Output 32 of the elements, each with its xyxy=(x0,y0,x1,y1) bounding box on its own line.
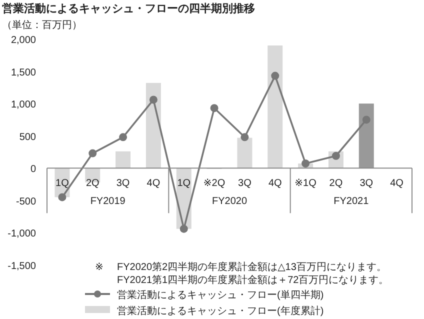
x-tick-label: 4Q xyxy=(390,178,404,190)
legend-item: 営業活動によるキャッシュ・フロー(単四半期) xyxy=(85,290,324,301)
y-tick-label: 500 xyxy=(19,132,36,143)
legend-label: 営業活動によるキャッシュ・フロー(単四半期) xyxy=(117,289,324,301)
x-tick-label: 3Q xyxy=(238,178,252,190)
x-tick-label: 4Q xyxy=(146,178,160,190)
text: FY2021第1四半期の年度累計金額は＋72百万円になります。 xyxy=(117,274,389,286)
x-tick-label: 1Q xyxy=(56,178,70,190)
chart-title: 営業活動によるキャッシュ・フローの四半期別推移 xyxy=(2,2,255,15)
annotation: FY2020第2四半期の年度累計金額は△13百万円になります。 xyxy=(117,261,386,273)
annotation: FY2021 xyxy=(334,196,370,208)
annotation: FY2020 xyxy=(212,196,248,208)
y-tick-label: -1,500 xyxy=(8,261,36,272)
x-tick-label: 4Q xyxy=(268,178,282,190)
y-tick-label: 1,500 xyxy=(10,67,36,78)
annotation: ※ xyxy=(95,262,104,273)
x-tick-label: 3Q xyxy=(116,178,130,190)
chart-subtitle: （単位：百万円） xyxy=(2,19,82,31)
y-tick-label: 0 xyxy=(30,164,36,176)
annotation: FY2019 xyxy=(90,196,126,208)
legend-item: 営業活動によるキャッシュ・フロー(年度累計) xyxy=(85,306,324,317)
x-tick-label: ※1Q xyxy=(294,178,317,190)
y-tick-label: -1,000 xyxy=(8,228,36,240)
x-tick-label: 3Q xyxy=(360,178,374,190)
legend-label: 営業活動によるキャッシュ・フロー(年度累計) xyxy=(117,305,324,317)
y-tick-label: -500 xyxy=(16,196,36,208)
x-tick-label: 1Q xyxy=(177,178,191,190)
y-tick-label: 1,000 xyxy=(10,100,36,111)
x-tick-label: ※2Q xyxy=(203,178,226,190)
x-tick-label: 2Q xyxy=(329,178,343,190)
x-tick-label: 2Q xyxy=(86,178,100,190)
y-tick-label: 2,000 xyxy=(10,35,36,46)
